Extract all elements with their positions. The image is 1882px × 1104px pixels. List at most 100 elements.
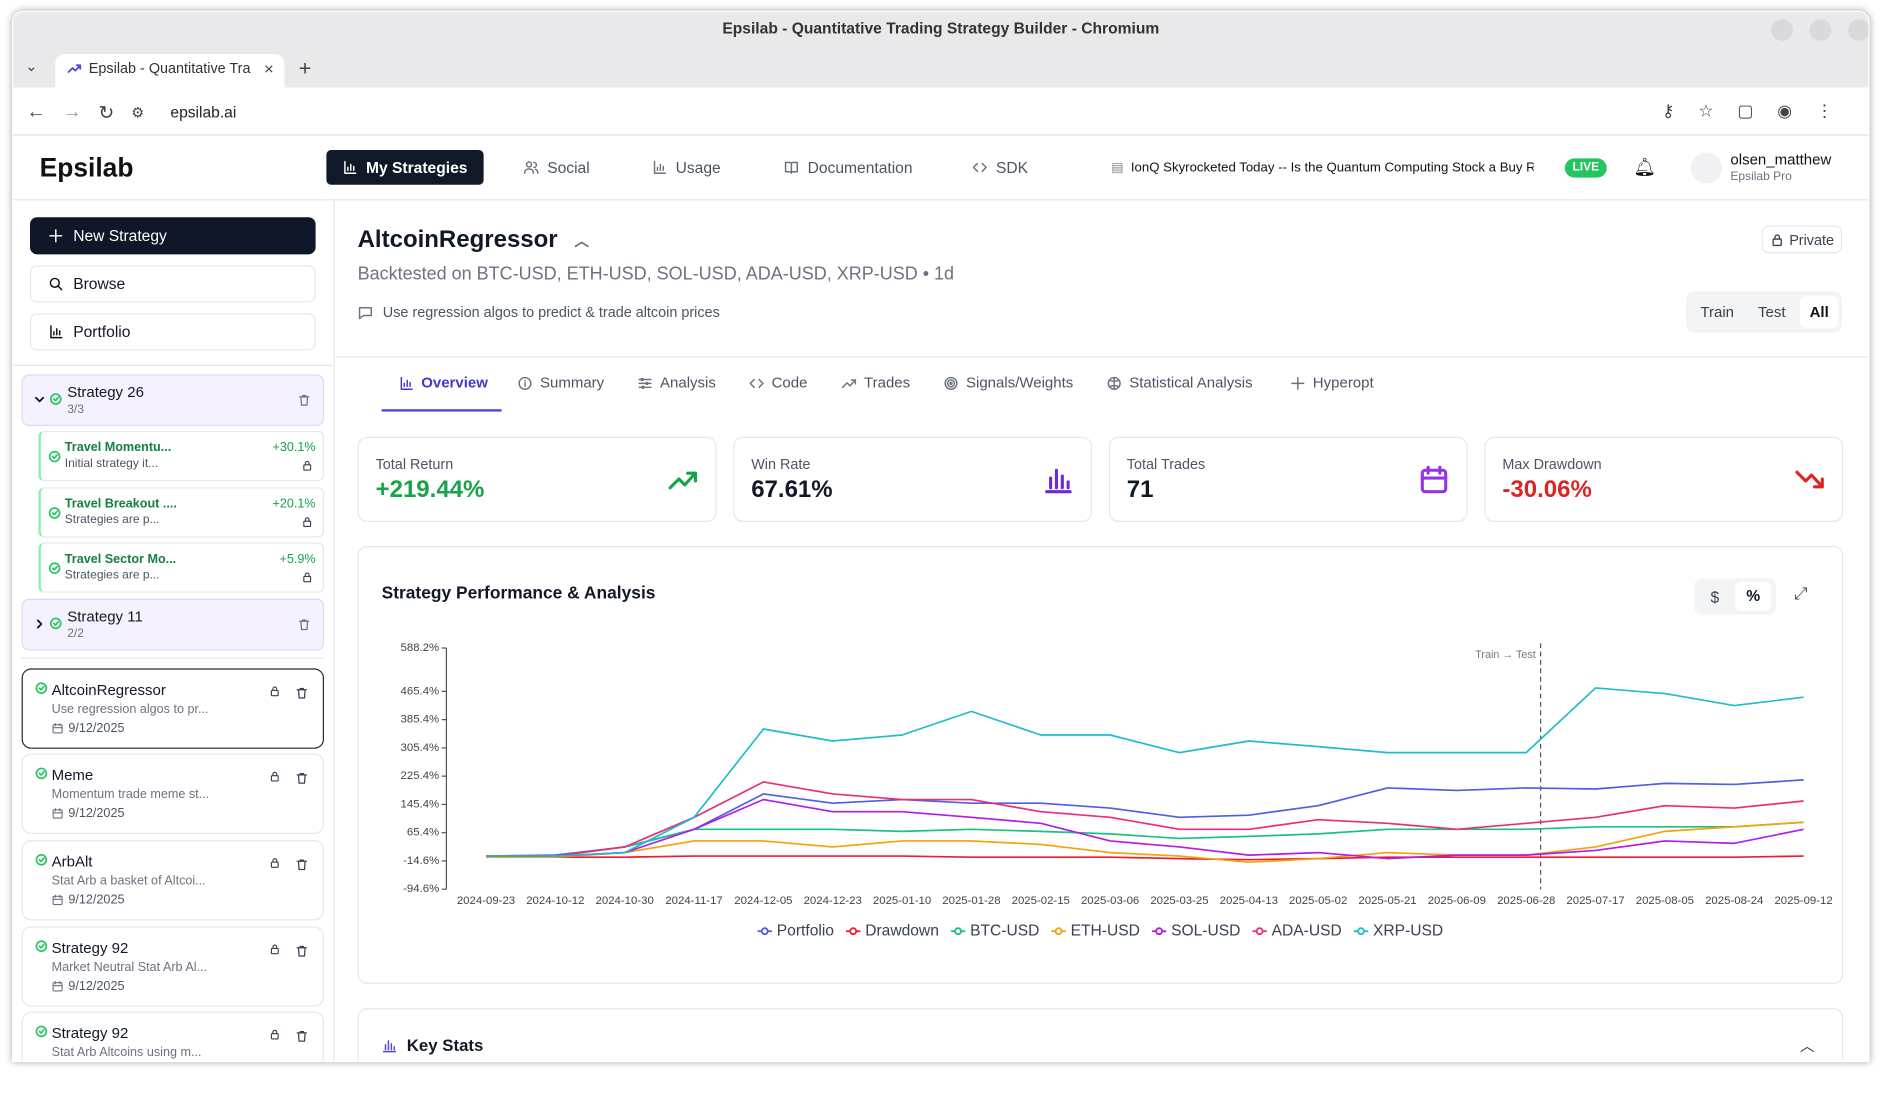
period-option[interactable]: Test (1758, 303, 1786, 321)
delete[interactable] (295, 944, 308, 957)
key-icon[interactable]: ⚷ (1662, 100, 1675, 121)
child-strategy[interactable]: Travel Momentu... Initial strategy it... +… (38, 430, 325, 482)
url[interactable]: epsilab.ai (170, 103, 237, 122)
y-tick-label: 65.4% (407, 827, 439, 839)
icon-part (270, 689, 279, 696)
legend-marker (1155, 927, 1164, 936)
period-option[interactable]: All (1800, 296, 1839, 328)
minimize[interactable] (1771, 19, 1793, 41)
tab-close[interactable]: × (264, 58, 274, 78)
delete[interactable] (295, 686, 308, 699)
icon-part (36, 618, 43, 628)
strategy-description: Use regression algos to predict & trade … (382, 303, 720, 321)
strategy-card[interactable]: Meme Momentum trade meme st... 9/12/2025 (21, 753, 324, 835)
delete[interactable] (295, 772, 308, 785)
bookmark[interactable]: ☆ (1698, 100, 1714, 121)
user-name[interactable]: olsen_matthew (1730, 151, 1832, 168)
back[interactable]: ← (26, 102, 46, 123)
period-option[interactable]: Train (1700, 303, 1735, 321)
page: Epsilab {"browser": {"window_title": "Ep… (13, 12, 1869, 1061)
toolbar-icons: ⚷ ☆ ▢ ◉ ⋮ (1662, 101, 1833, 121)
tab[interactable]: Hyperopt (1290, 374, 1374, 391)
strategy-card[interactable]: AltcoinRegressor Use regression algos to … (21, 667, 324, 749)
delete[interactable] (295, 1030, 308, 1043)
tab[interactable]: Analysis (637, 374, 716, 391)
child-strategy[interactable]: Travel Breakout .... Strategies are p... +… (38, 486, 325, 537)
strategy-card[interactable]: ArbAlt Stat Arb a basket of Altcoi... 9/12… (21, 839, 324, 921)
avatar[interactable] (1690, 152, 1723, 184)
y-tick-label: 385.4% (401, 714, 440, 726)
expand[interactable]: ⤢ (1794, 583, 1808, 603)
icon-part (51, 565, 58, 571)
reload[interactable]: ↻ (98, 103, 115, 124)
forward[interactable]: → (62, 102, 82, 123)
delete[interactable] (298, 394, 311, 407)
nav-item[interactable]: SDK (956, 150, 1043, 185)
strategy-group[interactable]: Strategy 26 3/3 (21, 374, 324, 427)
icon-part (35, 681, 48, 694)
tab[interactable]: Summary (517, 374, 604, 391)
lock-icon (1770, 232, 1784, 246)
unit-dollar[interactable]: $ (1710, 587, 1720, 606)
tab[interactable]: Signals/Weights (943, 374, 1073, 391)
active-tab[interactable] (55, 54, 285, 88)
sidebar-button[interactable]: Browse (30, 265, 316, 303)
nav-item[interactable]: My Strategies (326, 150, 484, 185)
new-tab[interactable]: + (298, 56, 312, 81)
tab[interactable]: Code (749, 374, 807, 391)
menu[interactable]: ⋮ (1815, 100, 1833, 121)
status (35, 767, 48, 780)
delete[interactable] (295, 858, 308, 871)
maximize[interactable] (1809, 19, 1832, 41)
icon-part (304, 572, 310, 578)
profile[interactable]: ◉ (1777, 100, 1792, 121)
icon-part (272, 944, 278, 949)
lock (301, 515, 313, 527)
bell[interactable]: 🔔︎ (1633, 157, 1657, 178)
nav-item[interactable]: Usage (636, 150, 736, 185)
icon-part (35, 767, 48, 780)
private-button[interactable]: Private (1761, 225, 1843, 254)
icon-part (841, 378, 857, 388)
key-stats-collapse[interactable]: ︿ (1800, 1038, 1815, 1055)
icon-part (1774, 233, 1781, 240)
x-tick-label: 2025-01-10 (873, 895, 931, 907)
tab[interactable]: Statistical Analysis (1106, 374, 1253, 391)
strategy-group[interactable]: Strategy 11 2/2 (21, 598, 324, 650)
active-tab-underline (381, 409, 502, 412)
site-info[interactable]: ⚙ (131, 104, 145, 122)
icon-part (48, 562, 61, 574)
sidebar-button[interactable]: New Strategy (30, 217, 316, 255)
unit-percent[interactable]: % (1735, 582, 1772, 611)
news-ticker[interactable]: ▤ IonQ Skyrocketed Today -- Is the Quantu… (1111, 160, 1533, 175)
icon-part (49, 229, 63, 243)
icon-part (523, 161, 539, 174)
sidebar-button[interactable]: Portfolio (30, 313, 316, 351)
nav-item[interactable]: Documentation (768, 150, 928, 185)
tab[interactable]: Overview (398, 374, 488, 391)
logo[interactable]: Epsilab (40, 152, 134, 183)
legend-marker (849, 927, 858, 936)
icon-part (344, 160, 357, 174)
icon-part (48, 450, 61, 463)
delete[interactable] (298, 617, 311, 630)
child-strategy[interactable]: Travel Sector Mo... Strategies are p... +5… (38, 542, 325, 593)
stat-icon (1418, 464, 1449, 495)
nav-item[interactable]: Social (508, 150, 606, 185)
extensions[interactable]: ▢ (1737, 100, 1754, 121)
close[interactable] (1848, 19, 1869, 41)
stat-label: Total Trades (1126, 456, 1206, 473)
y-tick-label: 588.2% (401, 642, 440, 654)
icon-part (38, 1029, 45, 1035)
child-name: Travel Momentu... (64, 440, 172, 455)
key-stats-header[interactable]: Key Stats (382, 1036, 483, 1055)
icon-part (35, 939, 48, 952)
strategy-card[interactable]: Strategy 92 Market Neutral Stat Arb Al...… (21, 925, 324, 1007)
tab[interactable]: Trades (841, 374, 910, 391)
strategy-card[interactable]: Strategy 92 Stat Arb Altcoins using m... (21, 1011, 324, 1061)
collapse[interactable]: ︿ (574, 232, 589, 250)
button-label: New Strategy (73, 226, 167, 245)
tab-menu[interactable]: ⌄ (25, 57, 38, 75)
icon-part (358, 306, 372, 319)
x-tick-label: 2025-02-15 (1012, 895, 1070, 907)
